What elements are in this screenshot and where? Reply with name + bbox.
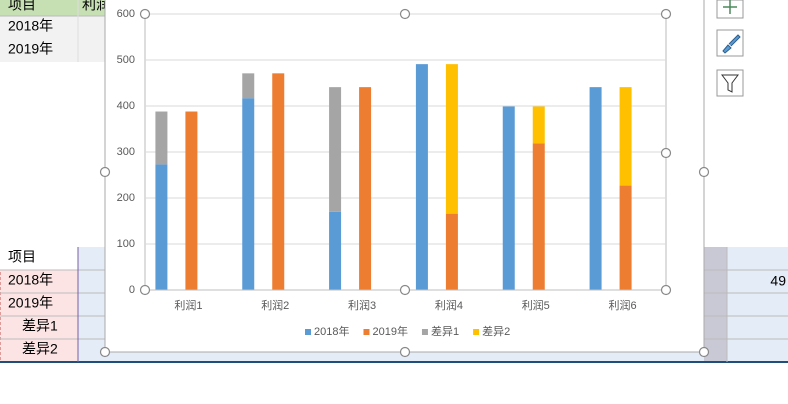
- cell-column: [704, 247, 727, 362]
- cell: 2019年: [8, 295, 53, 311]
- bar: [532, 143, 545, 290]
- bar: [415, 64, 428, 290]
- x-tick-label: 利润2: [261, 298, 289, 312]
- plot: 0 100 200 300 400 500 600 利润1 利润2 利润3 利润4 利润5 利润6 201…: [117, 8, 666, 338]
- filter-icon: [721, 74, 739, 93]
- handle[interactable]: [660, 284, 672, 296]
- filter-button[interactable]: [716, 69, 744, 97]
- handle[interactable]: [698, 166, 710, 178]
- bar: [445, 64, 458, 214]
- y-tick-label: 400: [117, 100, 135, 112]
- bar: [242, 98, 255, 291]
- handle[interactable]: [660, 8, 672, 20]
- y-tick-label: 200: [117, 192, 135, 204]
- cell: 差异2: [22, 341, 58, 357]
- cell: 2019年: [8, 41, 53, 57]
- handle[interactable]: [99, 346, 111, 358]
- cell: 2018年: [8, 272, 53, 288]
- y-tick-label: 300: [117, 146, 135, 158]
- legend-label: 差异1: [431, 324, 459, 338]
- legend-label: 2018年: [314, 324, 349, 338]
- cell: 49: [770, 273, 786, 289]
- cell: 利润: [82, 0, 110, 13]
- x-tick-label: 利润5: [522, 298, 550, 312]
- bar: [445, 213, 458, 290]
- bar: [155, 164, 168, 290]
- header-cell: [0, 0, 78, 16]
- bar: [502, 106, 515, 291]
- y-tick-label: 500: [117, 54, 135, 66]
- bar: [329, 87, 342, 212]
- cell: 项目: [8, 0, 36, 13]
- legend-swatch: [305, 329, 311, 335]
- legend-swatch: [473, 329, 480, 335]
- handle[interactable]: [399, 346, 411, 358]
- y-tick-label: 0: [129, 284, 135, 296]
- legend-label: 2019年: [372, 324, 407, 338]
- handle[interactable]: [399, 8, 411, 20]
- x-tick-label: 利润6: [609, 298, 637, 312]
- cell: 2018年: [8, 18, 53, 34]
- legend-swatch: [421, 329, 428, 335]
- header-cell: [78, 0, 108, 16]
- bar: [155, 111, 168, 165]
- handles: [99, 8, 710, 358]
- legend-swatch: [363, 329, 370, 335]
- x-tick-label: 利润1: [174, 298, 202, 312]
- x-tick-label: 利润4: [435, 298, 463, 312]
- handle[interactable]: [99, 166, 111, 178]
- brush-icon: [722, 34, 741, 54]
- bar: [272, 73, 285, 290]
- y-tick-label: 100: [117, 238, 135, 250]
- bar: [242, 73, 255, 99]
- x-tick-label: 利润3: [348, 298, 376, 312]
- bar: [619, 185, 632, 290]
- bar: [589, 87, 602, 290]
- handle[interactable]: [139, 8, 151, 20]
- handle[interactable]: [399, 284, 411, 296]
- plus-icon: [723, 0, 737, 14]
- cell: 差异1: [22, 318, 58, 334]
- legend-label: 差异2: [482, 324, 510, 338]
- bar: [619, 87, 632, 186]
- handle[interactable]: [660, 147, 672, 159]
- bar: [532, 106, 545, 144]
- y-tick-label: 600: [117, 8, 135, 20]
- cell: 项目: [8, 249, 36, 265]
- data-cells: [0, 16, 105, 62]
- bar: [329, 211, 342, 290]
- bar: [185, 111, 198, 291]
- handle[interactable]: [698, 346, 710, 358]
- bar: [359, 87, 372, 290]
- handle[interactable]: [139, 284, 151, 296]
